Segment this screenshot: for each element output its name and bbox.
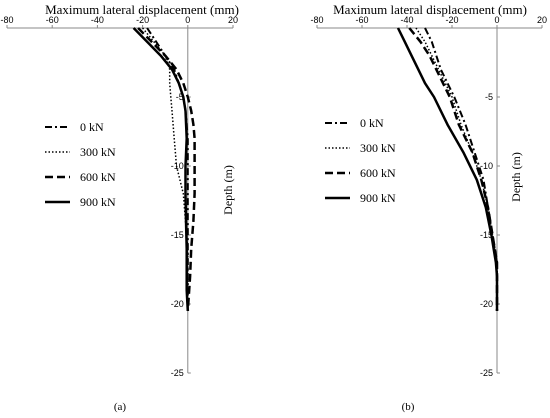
legend-label: 0 kN bbox=[80, 120, 104, 134]
y-tick-label: -5 bbox=[485, 92, 493, 102]
x-tick-label: 20 bbox=[537, 15, 547, 25]
chart-title: Maximum lateral displacement (mm) bbox=[45, 2, 239, 17]
x-tick-label: -40 bbox=[91, 15, 104, 25]
legend-label: 300 kN bbox=[360, 141, 396, 155]
y-tick-label: -20 bbox=[480, 299, 493, 309]
series-line-900-kn bbox=[396, 27, 499, 311]
x-tick-label: -40 bbox=[400, 15, 413, 25]
legend-label: 900 kN bbox=[360, 191, 396, 205]
x-tick-label: -60 bbox=[46, 15, 59, 25]
x-tick-label: -80 bbox=[0, 15, 13, 25]
panel-caption: (b) bbox=[402, 401, 415, 413]
panel-b: Maximum lateral displacement (mm) -80 -60 -… bbox=[310, 2, 547, 413]
series-line-600-kn bbox=[137, 27, 196, 311]
legend-label: 600 kN bbox=[360, 166, 396, 180]
series-line-300-kn bbox=[415, 27, 498, 311]
y-axis-label: Depth (m) bbox=[509, 152, 523, 202]
chart-title: Maximum lateral displacement (mm) bbox=[333, 2, 527, 17]
y-tick-label: -15 bbox=[480, 230, 493, 240]
y-tick-label: -25 bbox=[171, 368, 184, 378]
y-axis-label: Depth (m) bbox=[221, 165, 235, 215]
x-tick-label: -80 bbox=[310, 15, 323, 25]
legend-label: 600 kN bbox=[80, 170, 116, 184]
series-line-900-kn bbox=[132, 27, 190, 311]
x-tick-label: -60 bbox=[355, 15, 368, 25]
y-tick-label: -15 bbox=[171, 230, 184, 240]
legend-label: 0 kN bbox=[360, 116, 384, 130]
x-tick-label: 0 bbox=[494, 15, 499, 25]
panel-a: Maximum lateral displacement (mm) -80 -60 -… bbox=[0, 2, 238, 413]
legend-label: 900 kN bbox=[80, 195, 116, 209]
y-tick-label: -25 bbox=[480, 368, 493, 378]
x-tick-label: 20 bbox=[228, 15, 238, 25]
y-tick-label: -20 bbox=[171, 299, 184, 309]
x-tick-label: 0 bbox=[185, 15, 190, 25]
y-tick-label: -10 bbox=[480, 161, 493, 171]
y-tick-label: -10 bbox=[171, 161, 184, 171]
legend-label: 300 kN bbox=[80, 145, 116, 159]
y-tick-label: -5 bbox=[176, 92, 184, 102]
panel-caption: (a) bbox=[114, 401, 127, 413]
x-tick-label: -20 bbox=[136, 15, 149, 25]
x-tick-label: -20 bbox=[445, 15, 458, 25]
series-line-600-kn bbox=[408, 27, 499, 311]
